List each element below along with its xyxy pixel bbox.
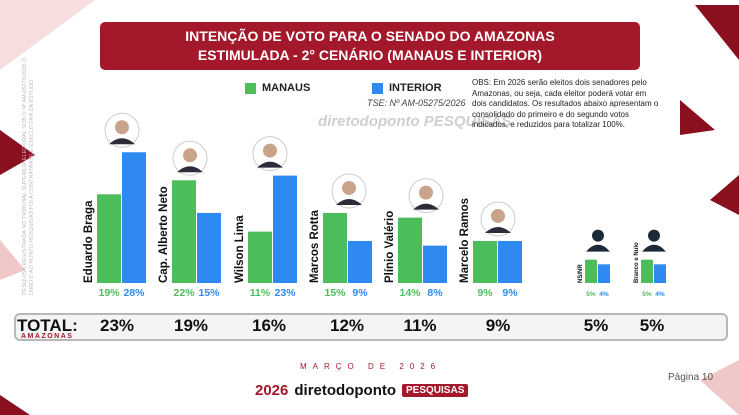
value-label-interior: 9% [352,287,368,299]
candidate-photo-face [419,185,433,200]
survey-date: MARÇO DE 2026 [300,362,442,371]
deco-triangle [0,240,25,280]
footer-brand-year: 2026 [255,382,289,399]
unknown-person-icon-body [642,244,666,252]
bar-manaus [323,212,347,283]
totals-bar [14,313,728,341]
title-banner: INTENÇÃO DE VOTO PARA O SENADO DO AMAZON… [100,22,640,70]
bar-interior [598,264,610,283]
bar-manaus [97,194,121,283]
unknown-person-icon [592,229,604,242]
bar-interior [197,212,221,283]
candidate-photo-body [413,203,439,210]
page-number: Página 10 [668,372,714,383]
bar-interior [122,152,146,283]
deco-triangle [0,130,35,175]
bar-manaus [473,240,497,283]
obs-note: OBS: Em 2026 serão eleitos dois senadore… [472,78,659,129]
candidate-photo-face [115,120,129,135]
value-label-manaus: 15% [324,287,346,299]
bar-manaus [585,259,597,283]
candidate-photo-body [336,198,362,205]
totals-sublabel: AMAZONAS [21,333,74,340]
unknown-person-icon [648,229,660,242]
value-label-manaus: 22% [173,287,195,299]
candidate-photo-body [177,166,203,173]
totals-label: TOTAL: [17,316,78,335]
legend-swatch-interior [372,82,383,94]
total-value: 11% [403,316,437,335]
candidate-photo-face [491,208,505,223]
legend-interior: INTERIOR [372,82,442,94]
candidate-name: Plínio Valério [384,211,396,283]
value-label-interior: 28% [123,287,145,299]
value-label-manaus: 5% [586,291,596,298]
deco-triangle [695,5,739,60]
deco-triangle [710,175,739,215]
value-label-manaus: 14% [399,287,421,299]
value-label-interior: 23% [274,287,296,299]
candidate-name: Branco e Nulo [634,242,640,283]
total-value: 5% [639,316,665,335]
deco-triangle [700,360,739,415]
total-value: 9% [485,316,511,335]
bar-manaus [172,180,196,283]
total-value: 16% [251,316,287,335]
candidate-photo-body [257,161,283,168]
candidate-photo-body [485,226,511,233]
legend-manaus: MANAUS [245,82,310,94]
value-label-interior: 8% [427,287,443,299]
value-label-interior: 15% [198,287,220,299]
value-label-manaus: 5% [642,291,652,298]
bar-interior [654,264,666,283]
candidate-name: Cap. Alberto Neto [158,186,170,283]
candidate-photo-face [342,180,356,195]
candidate-photo-face [183,148,197,163]
candidate-name: Marcos Rotta [309,210,321,283]
total-value: 5% [583,316,609,335]
bar-interior [423,245,447,283]
value-label-interior: 4% [655,291,665,298]
candidate-name: Eduardo Braga [83,200,95,283]
value-label-manaus: 19% [98,287,120,299]
title-line-2: ESTIMULADA - 2° CENÁRIO (MANAUS E INTERI… [197,47,543,63]
legend-label-interior: INTERIOR [389,82,442,94]
unknown-person-icon-body [586,244,610,252]
bar-interior [348,240,372,283]
total-value: 23% [99,316,135,335]
candidate-name: Marcelo Ramos [459,198,471,283]
footer-brand-tag: PESQUISAS [402,384,469,397]
total-value: 12% [329,316,365,335]
footer-brand: 2026 diretodoponto PESQUISAS [255,382,469,399]
deco-triangle [0,395,30,415]
deco-triangle [0,0,95,70]
value-label-interior: 4% [599,291,609,298]
brand-watermark: diretodoponto PESQUISAS [318,113,512,130]
legend-swatch-manaus [245,82,256,94]
candidate-photo-body [109,138,135,145]
bar-interior [273,175,297,283]
value-label-manaus: 9% [477,287,493,299]
bar-manaus [398,217,422,283]
footer-brand-name: diretodoponto [294,382,397,399]
total-value: 19% [173,316,209,335]
candidate-photo-face [263,143,277,158]
tse-registration: TSE: Nº AM-05275/2026 [367,98,466,108]
title-line-1: INTENÇÃO DE VOTO PARA O SENADO DO AMAZON… [185,28,555,44]
value-label-interior: 9% [502,287,518,299]
bar-manaus [641,259,653,283]
candidate-name: Wilson Lima [234,215,246,283]
bar-interior [498,240,522,283]
deco-triangle [680,100,715,135]
bar-manaus [248,231,272,283]
candidate-name: NS/NR [578,264,584,283]
legend-label-manaus: MANAUS [262,82,311,94]
value-label-manaus: 11% [250,287,271,299]
